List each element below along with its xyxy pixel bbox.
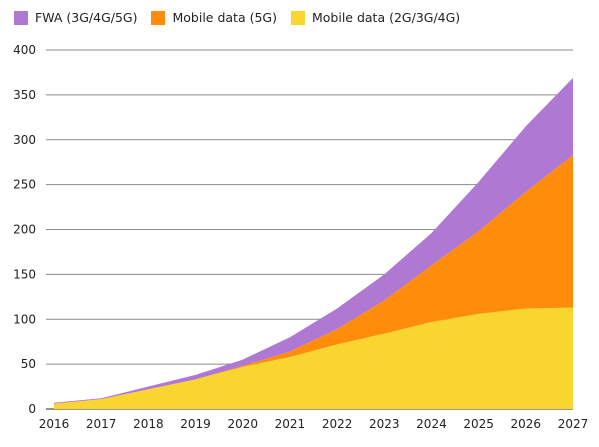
x-tick-label-2018: 2018 <box>133 417 164 431</box>
legend-swatch-5g <box>151 10 166 25</box>
y-tick-label-350: 350 <box>13 88 36 102</box>
area-series-mobile-data-2g-3g-4g <box>54 307 573 409</box>
x-tick-label-2027: 2027 <box>558 417 589 431</box>
y-tick-label-200: 200 <box>13 223 36 237</box>
x-tick-label-2017: 2017 <box>86 417 117 431</box>
legend-item-2g-3g-4g: Mobile data (2G/3G/4G) <box>290 10 461 25</box>
y-tick-label-400: 400 <box>13 43 36 57</box>
x-tick-label-2024: 2024 <box>416 417 447 431</box>
legend-label-2g-3g-4g: Mobile data (2G/3G/4G) <box>311 10 461 25</box>
legend-swatch-fwa <box>14 10 28 25</box>
x-tick-label-2023: 2023 <box>369 417 400 431</box>
x-tick-label-2021: 2021 <box>275 417 306 431</box>
y-tick-label-300: 300 <box>13 133 36 147</box>
area-series-fwa-3g-4g-5g <box>54 77 573 404</box>
legend-label-fwa: FWA (3G/4G/5G) <box>35 10 138 25</box>
legend-item-fwa: FWA (3G/4G/5G) <box>14 10 137 25</box>
x-tick-label-2022: 2022 <box>322 417 353 431</box>
y-tick-label-50: 50 <box>21 357 36 371</box>
area-series-mobile-data-5g <box>54 155 573 404</box>
legend-label-5g: Mobile data (5G) <box>172 10 277 25</box>
x-tick-label-2025: 2025 <box>463 417 494 431</box>
y-tick-label-0: 0 <box>28 402 36 416</box>
x-tick-label-2016: 2016 <box>39 417 70 431</box>
chart-legend: FWA (3G/4G/5G) Mobile data (5G) Mobile d… <box>14 10 474 25</box>
y-tick-label-100: 100 <box>13 312 36 326</box>
y-tick-label-250: 250 <box>13 178 36 192</box>
y-tick-label-150: 150 <box>13 267 36 281</box>
legend-swatch-2g-3g-4g <box>290 10 305 25</box>
x-tick-label-2020: 2020 <box>227 417 258 431</box>
x-tick-label-2026: 2026 <box>511 417 542 431</box>
x-tick-label-2019: 2019 <box>180 417 211 431</box>
legend-item-5g: Mobile data (5G) <box>151 10 277 25</box>
